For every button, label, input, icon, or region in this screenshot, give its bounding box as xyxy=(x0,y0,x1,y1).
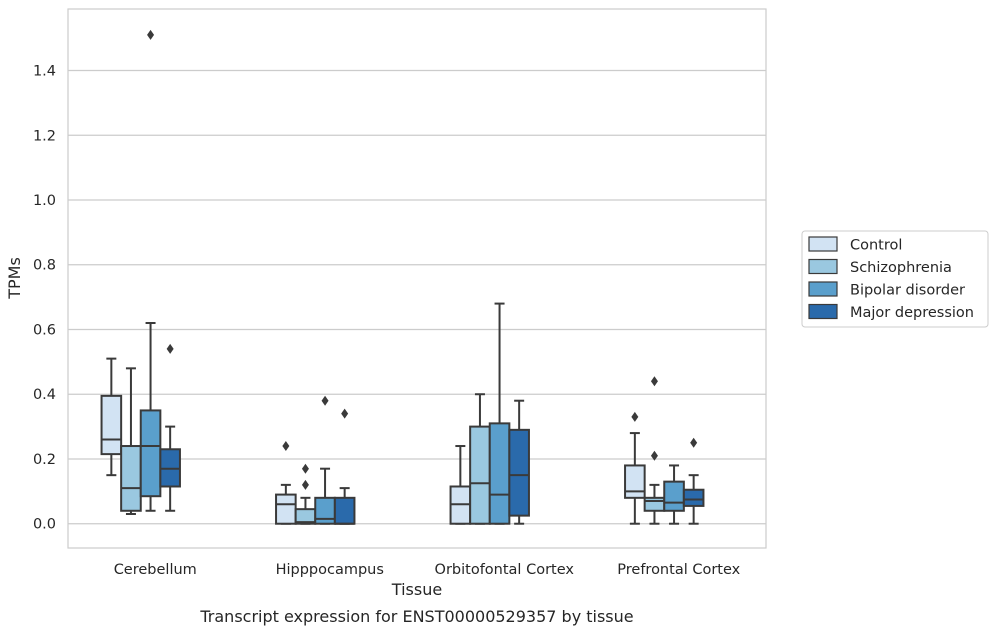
box-2-2 xyxy=(488,302,511,525)
outlier-point xyxy=(690,437,698,448)
box-body xyxy=(682,488,705,507)
plot-area-frame xyxy=(67,8,767,549)
x-tick-label: Hipppocampus xyxy=(276,562,384,578)
box-0-1 xyxy=(120,367,142,516)
box-body xyxy=(275,493,297,525)
box-1-2 xyxy=(314,395,336,525)
box-0-2 xyxy=(139,29,162,512)
outlier-point xyxy=(650,450,658,461)
y-tick-label: 1.4 xyxy=(33,64,56,80)
x-tick-label: Cerebellum xyxy=(114,562,197,578)
box-body xyxy=(663,480,685,512)
outlier-point xyxy=(631,411,639,422)
legend-swatch xyxy=(808,258,838,275)
box-1-0 xyxy=(275,441,297,525)
legend: Control Schizophrenia Bipolar disorder Majo… xyxy=(801,230,989,328)
box-body xyxy=(508,428,530,517)
box-body xyxy=(120,445,142,512)
box-3-1 xyxy=(643,376,666,525)
box-3-2 xyxy=(663,464,685,525)
box-3-3 xyxy=(682,437,705,525)
outlier-point xyxy=(166,343,174,354)
y-tick-label: 0.8 xyxy=(33,258,56,274)
y-tick-label: 0.0 xyxy=(33,517,56,533)
x-tick-labels: Cerebellum Hipppocampus Orbitofontal Corte… xyxy=(114,562,741,578)
box-body xyxy=(488,422,511,525)
outlier-point xyxy=(282,441,290,452)
x-tick-label: Orbitofontal Cortex xyxy=(435,562,575,578)
box-2-0 xyxy=(449,445,472,525)
x-tick-label: Prefrontal Cortex xyxy=(617,562,740,578)
legend-label: Control xyxy=(850,238,902,254)
box-0-3 xyxy=(159,343,181,512)
legend-label: Bipolar disorder xyxy=(850,283,965,299)
box-body xyxy=(469,425,491,525)
box-body xyxy=(100,394,123,456)
box-body xyxy=(139,409,162,498)
y-tick-label: 0.4 xyxy=(33,387,56,403)
box-plots xyxy=(100,29,705,525)
box-body xyxy=(643,496,666,512)
box-body xyxy=(624,464,646,499)
y-tick-labels: 0.0 0.2 0.4 0.6 0.8 1.0 1.2 1.4 xyxy=(33,64,56,533)
box-2-3 xyxy=(508,399,530,525)
legend-frame xyxy=(801,230,989,328)
box-3-0 xyxy=(624,411,646,525)
box-1-3 xyxy=(333,408,356,525)
outlier-point xyxy=(650,376,658,387)
outlier-point xyxy=(321,395,329,406)
y-tick-label: 1.0 xyxy=(33,193,56,209)
grid-lines xyxy=(68,69,766,525)
box-0-0 xyxy=(100,357,123,477)
outlier-point xyxy=(341,408,349,419)
y-tick-label: 1.2 xyxy=(33,128,56,144)
box-2-1 xyxy=(469,393,491,525)
legend-swatch xyxy=(808,236,838,252)
y-tick-label: 0.6 xyxy=(33,322,56,338)
outlier-point xyxy=(147,29,155,40)
legend-label: Major depression xyxy=(850,305,974,321)
outlier-point xyxy=(301,479,309,490)
y-axis-label: TPMs xyxy=(5,257,24,300)
outlier-point xyxy=(301,463,309,474)
x-axis-label: Tissue xyxy=(391,580,442,599)
y-tick-label: 0.2 xyxy=(33,452,56,468)
box-1-1 xyxy=(294,463,317,525)
legend-swatch xyxy=(808,303,838,320)
chart-caption: Transcript expression for ENST0000052935… xyxy=(199,607,633,626)
legend-swatch xyxy=(808,281,838,297)
legend-label: Schizophrenia xyxy=(850,260,952,276)
box-body xyxy=(333,496,356,525)
